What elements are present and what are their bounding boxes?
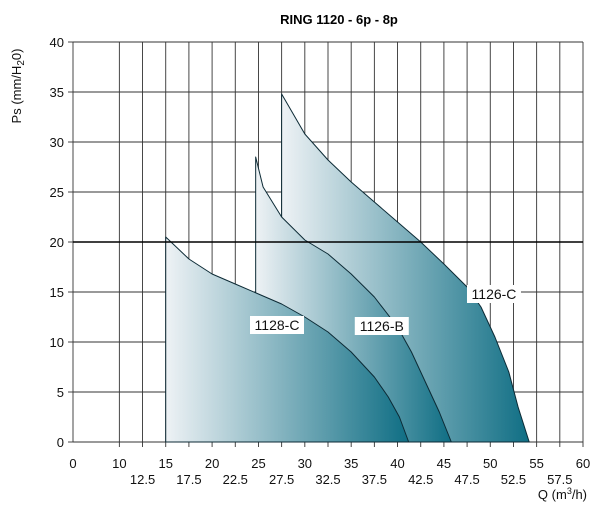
x-tick-label: 32.5: [315, 472, 340, 487]
x-tick-label: 55: [529, 456, 543, 471]
curve-label-1126-c: 1126-C: [472, 286, 517, 302]
x-tick-label: 50: [483, 456, 497, 471]
y-tick-label: 0: [57, 435, 64, 450]
x-tick-label: 52.5: [501, 472, 526, 487]
chart-title: RING 1120 - 6p - 8p: [280, 12, 398, 27]
area-1128-c: [165, 236, 410, 443]
curve-label-1128-c: 1128-C: [255, 317, 300, 333]
x-tick-label: 35: [344, 456, 358, 471]
x-tick-label: 60: [576, 456, 590, 471]
curve-labels: 1128-C 1126-B 1126-C: [250, 285, 521, 335]
plot-areas: [165, 93, 530, 443]
x-tick-label: 30: [298, 456, 312, 471]
label-box-1128-c: [250, 316, 304, 334]
y-tick-label: 40: [50, 35, 64, 50]
y-tick-label: 15: [50, 285, 64, 300]
x-tick-label: 22.5: [223, 472, 248, 487]
x-tick-label: 15: [158, 456, 172, 471]
label-box-1126-c: [466, 285, 521, 303]
x-tick-label: 47.5: [454, 472, 479, 487]
y-tick-label: 30: [50, 135, 64, 150]
x-tick-label: 57.5: [547, 472, 572, 487]
x-tick-label: 12.5: [130, 472, 155, 487]
curve-label-1126-b: 1126-B: [360, 318, 404, 334]
y-tick-label: 35: [50, 85, 64, 100]
x-tick-label: 37.5: [362, 472, 387, 487]
y-tick-label: 25: [50, 185, 64, 200]
y-tick-label: 10: [50, 335, 64, 350]
label-box-1126-b: [354, 317, 409, 335]
y-tick-label: 5: [57, 385, 64, 400]
x-axis-label: Q (m3/h): [538, 486, 587, 502]
x-tick-label: 25: [251, 456, 265, 471]
x-tick-label: 10: [112, 456, 126, 471]
x-tick-label: 40: [390, 456, 404, 471]
y-axis-label: Ps (mm/H20): [9, 49, 27, 124]
x-tick-label: 45: [437, 456, 451, 471]
x-tick-label: 17.5: [176, 472, 201, 487]
y-tick-labels: 0 5 10 15 20 25 30 35 40: [50, 35, 64, 450]
x-tick-label: 20: [205, 456, 219, 471]
x-tick-label: 27.5: [269, 472, 294, 487]
x-tick-labels: 0 10 15 20 25 30 35 40 45 50 55 60 12.5 17.5 22.5 27.5 3…: [69, 456, 590, 487]
x-tick-label: 0: [69, 456, 76, 471]
x-tick-label: 42.5: [408, 472, 433, 487]
y-tick-label: 20: [50, 235, 64, 250]
